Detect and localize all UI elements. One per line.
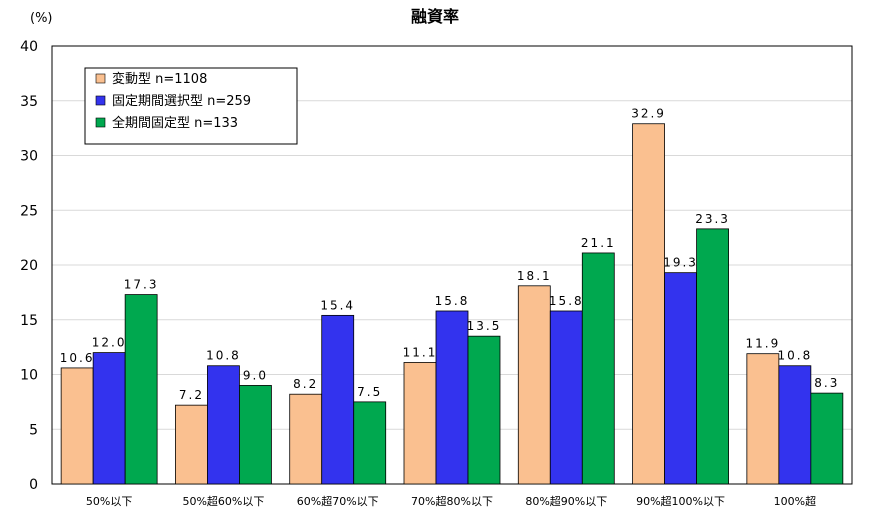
data-label: 18.1 — [517, 269, 552, 283]
legend: 変動型 n=1108 固定期間選択型 n=259 全期間固定型 n=133 — [84, 67, 298, 145]
legend-box — [84, 67, 298, 145]
chart-title: 融資率 — [411, 7, 459, 26]
data-label: 7.2 — [179, 388, 204, 402]
y-tick-label: 35 — [20, 94, 38, 110]
bar — [60, 367, 94, 485]
legend-swatch — [95, 73, 106, 84]
legend-swatch — [95, 117, 106, 128]
data-label: 19.3 — [663, 256, 698, 270]
data-label: 9.0 — [243, 368, 268, 382]
data-label: 7.5 — [357, 385, 382, 399]
x-tick-label: 60%超70%以下 — [297, 494, 379, 508]
x-tick-label: 80%超90%以下 — [525, 494, 607, 508]
data-label: 32.9 — [631, 107, 666, 121]
bar — [353, 401, 387, 485]
bar — [175, 404, 208, 485]
bar — [664, 272, 697, 485]
x-tick-label: 50%以下 — [86, 495, 132, 508]
y-tick-label: 10 — [20, 368, 38, 384]
x-tick-label: 70%超80%以下 — [411, 494, 493, 508]
data-label: 17.3 — [124, 278, 159, 292]
x-tick-label: 90%超100%以下 — [636, 494, 725, 508]
y-tick-label: 0 — [29, 477, 38, 493]
data-label: 10.6 — [60, 351, 95, 365]
bar — [124, 294, 158, 485]
legend-label: 全期間固定型 n=133 — [112, 115, 238, 131]
bar — [239, 385, 272, 485]
data-label: 15.8 — [549, 294, 584, 308]
data-label: 15.8 — [435, 294, 470, 308]
bar — [517, 285, 551, 485]
bar — [403, 362, 437, 485]
y-tick-label: 25 — [20, 203, 38, 219]
y-tick-label: 15 — [20, 313, 38, 329]
data-label: 10.8 — [206, 349, 241, 363]
legend-label: 変動型 n=1108 — [112, 71, 207, 87]
y-tick-label: 5 — [29, 422, 38, 438]
y-unit-label: (%) — [30, 11, 53, 26]
bar — [467, 335, 501, 485]
bar — [289, 393, 323, 485]
data-label: 13.5 — [467, 319, 502, 333]
y-tick-label: 40 — [20, 39, 38, 55]
bar — [207, 365, 240, 485]
bar — [810, 392, 844, 485]
x-tick-label: 50%超60%以下 — [182, 494, 264, 508]
data-label: 11.9 — [745, 337, 780, 351]
data-label: 8.3 — [814, 376, 839, 390]
data-label: 23.3 — [695, 212, 730, 226]
bar — [746, 353, 780, 485]
bar — [321, 314, 355, 485]
data-label: 11.1 — [403, 345, 438, 359]
x-axis: 50%以下 50%超60%以下 60%超70%以下 70%超80%以下 80%超90%以… — [86, 494, 816, 508]
bar — [549, 310, 583, 485]
bar — [92, 352, 126, 485]
data-label: 10.8 — [777, 349, 812, 363]
legend-label: 固定期間選択型 n=259 — [112, 94, 251, 109]
bars — [60, 123, 844, 485]
data-label: 8.2 — [293, 377, 318, 391]
data-label: 12.0 — [92, 336, 127, 350]
bar — [778, 365, 812, 485]
bar — [632, 123, 665, 485]
data-label: 15.4 — [320, 298, 355, 312]
data-labels: 10.612.017.37.210.89.08.215.47.511.115.8… — [60, 107, 839, 402]
bar — [696, 228, 729, 485]
x-tick-label: 100%超 — [774, 494, 816, 508]
legend-swatch — [95, 95, 106, 106]
bar — [435, 310, 469, 485]
y-tick-label: 20 — [20, 258, 38, 274]
y-tick-label: 30 — [20, 149, 38, 165]
bar — [581, 252, 615, 485]
data-label: 21.1 — [581, 236, 616, 250]
